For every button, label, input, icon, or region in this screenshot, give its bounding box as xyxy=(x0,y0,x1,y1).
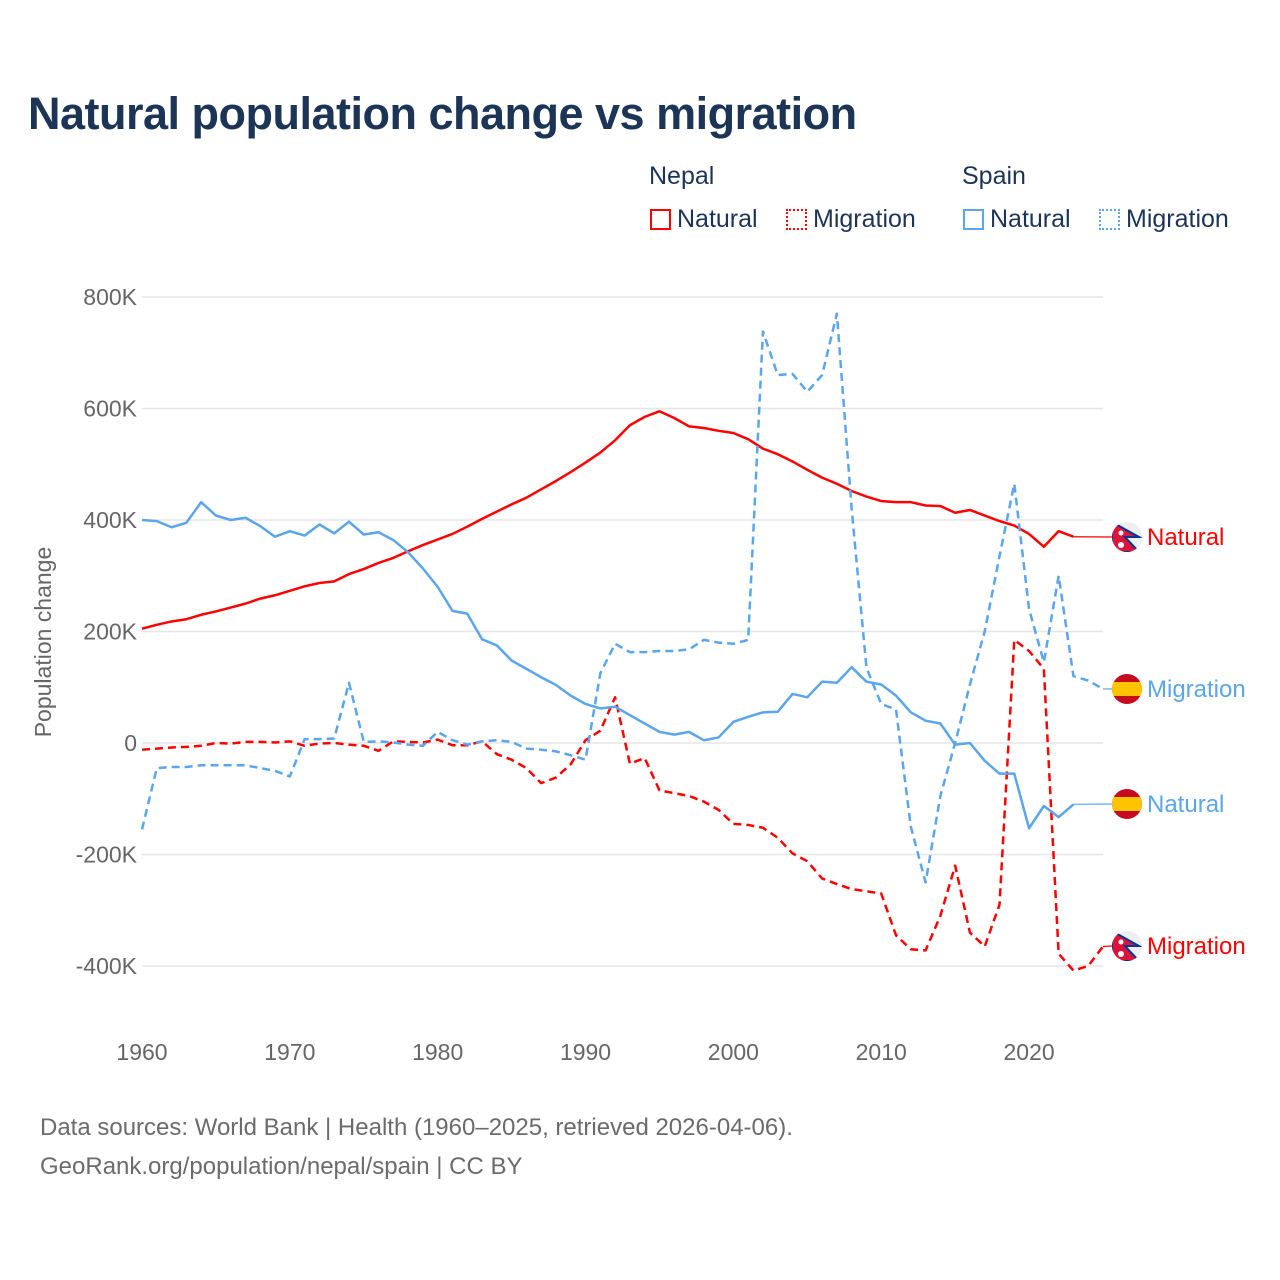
legend-group-nepal: Nepal xyxy=(649,162,715,190)
y-axis-title: Population change xyxy=(30,547,56,738)
legend-nepal-natural[interactable]: Natural xyxy=(650,205,758,234)
series-end-label: Natural xyxy=(1147,524,1224,551)
legend-label: Migration xyxy=(1126,205,1229,233)
source-line: Data sources: World Bank | Health (1960–… xyxy=(40,1114,793,1141)
legend-nepal-migration[interactable]: Migration xyxy=(786,205,916,234)
x-tick-label: 1990 xyxy=(560,1039,611,1065)
source-note: Data sources: World Bank | Health (1960–… xyxy=(40,1108,793,1186)
legend-swatch-dotted-icon xyxy=(786,209,807,230)
series-line-nepal-natural xyxy=(141,410,1074,630)
y-tick-label: -400K xyxy=(76,953,138,979)
series-end-label: Migration xyxy=(1147,676,1246,703)
legend-label: Natural xyxy=(990,205,1071,233)
y-tick-label: 0 xyxy=(124,730,137,756)
legend-label: Natural xyxy=(677,205,758,233)
y-tick-label: 800K xyxy=(83,284,137,310)
y-tick-label: 400K xyxy=(83,507,137,533)
nepal-flag-icon xyxy=(1112,931,1142,961)
source-link[interactable]: GeoRank.org/population/nepal/spain | CC … xyxy=(40,1153,523,1180)
series-line-spain-migration xyxy=(140,312,1104,884)
x-tick-label: 2010 xyxy=(856,1039,907,1065)
x-tick-label: 1980 xyxy=(412,1039,463,1065)
chart-title: Natural population change vs migration xyxy=(28,88,857,139)
y-tick-label: 600K xyxy=(83,396,137,422)
x-tick-label: 2000 xyxy=(708,1039,759,1065)
y-tick-label: 200K xyxy=(83,619,137,645)
series-line-nepal-migration xyxy=(141,638,1104,972)
legend-spain-migration[interactable]: Migration xyxy=(1099,205,1229,234)
x-tick-label: 1960 xyxy=(116,1039,167,1065)
series-end-label: Natural xyxy=(1147,791,1224,818)
nepal-flag-icon xyxy=(1112,522,1142,552)
series-line-spain-natural xyxy=(141,500,1075,830)
spain-flag-icon xyxy=(1112,789,1142,819)
series-end-label: Migration xyxy=(1147,933,1246,960)
legend-group-spain: Spain xyxy=(962,162,1026,190)
legend-spain-natural[interactable]: Natural xyxy=(963,205,1071,234)
x-tick-label: 2020 xyxy=(1003,1039,1054,1065)
legend-swatch-solid-icon xyxy=(963,209,984,230)
legend-swatch-solid-icon xyxy=(650,209,671,230)
legend-swatch-dotted-icon xyxy=(1099,209,1120,230)
x-tick-label: 1970 xyxy=(264,1039,315,1065)
spain-flag-icon xyxy=(1112,674,1142,704)
legend-label: Migration xyxy=(813,205,916,233)
y-tick-label: -200K xyxy=(76,842,138,868)
